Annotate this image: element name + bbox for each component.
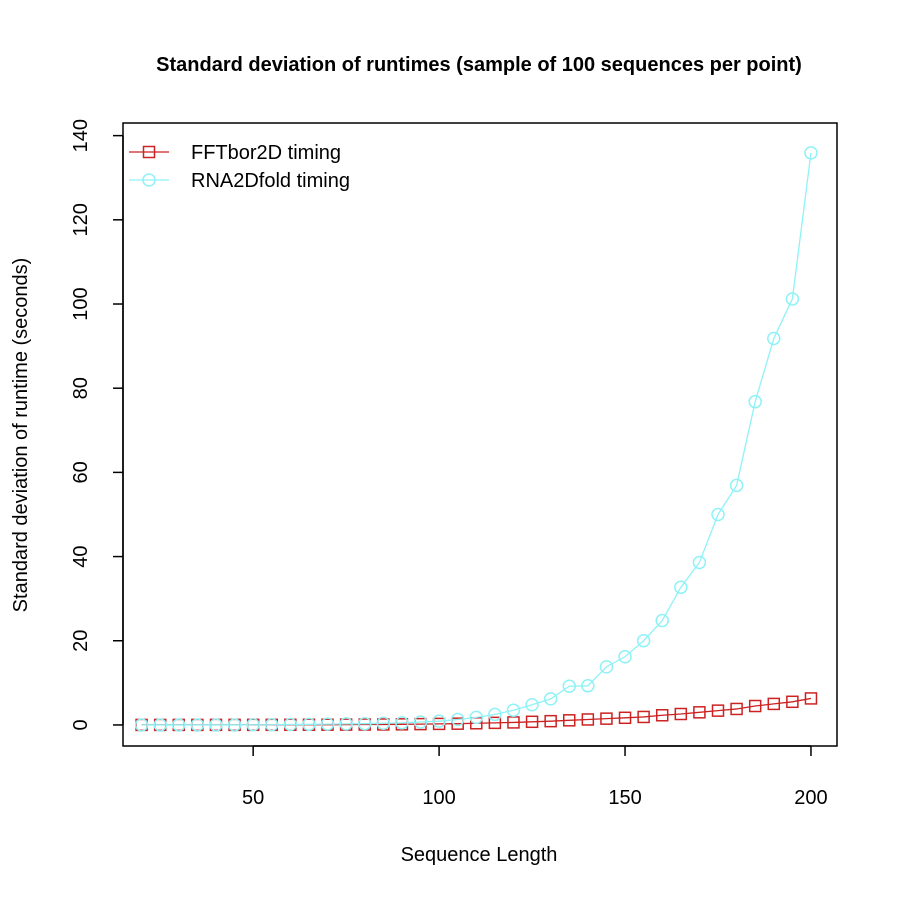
data-point: [804, 692, 818, 705]
data-point: [748, 394, 762, 409]
x-tick-label: 100: [422, 787, 455, 809]
data-point: [711, 507, 725, 522]
data-point: [544, 714, 557, 728]
data-point: [190, 718, 205, 732]
data-point: [172, 718, 186, 732]
data-point: [618, 650, 632, 664]
data-point: [320, 717, 335, 731]
data-point: [469, 710, 484, 725]
data-point: [450, 712, 465, 727]
y-axis-label: Standard deviation of runtime (seconds): [10, 258, 32, 613]
y-tick-label: 60: [70, 461, 92, 483]
y-tick-label: 0: [70, 719, 92, 730]
series-line: [141, 152, 812, 726]
data-point: [729, 478, 744, 493]
legend: FFTbor2D timing RNA2Dfold timing: [129, 142, 350, 192]
data-point: [153, 718, 167, 732]
x-tick-label: 200: [794, 787, 827, 809]
data-point: [562, 679, 576, 693]
data-point: [711, 704, 725, 717]
series-layer: [134, 146, 818, 732]
data-point: [655, 613, 669, 628]
y-tick-label: 80: [70, 377, 92, 399]
series-2: [134, 146, 818, 732]
data-point: [543, 692, 558, 706]
data-point: [767, 331, 781, 346]
y-tick-label: 40: [70, 545, 92, 567]
data-point: [376, 716, 391, 731]
data-point: [636, 634, 651, 648]
data-point: [227, 718, 242, 732]
y-tick-label: 120: [70, 203, 92, 236]
data-point: [506, 703, 521, 717]
data-point: [283, 717, 298, 732]
data-point: [488, 716, 502, 730]
y-tick-label: 20: [70, 630, 92, 652]
legend-entry: FFTbor2D timing: [129, 142, 341, 164]
y-axis: 0 20 40 60 80 100 120 140: [70, 119, 124, 731]
data-point: [265, 717, 279, 732]
data-point: [395, 716, 409, 730]
data-point: [785, 292, 800, 306]
data-point: [693, 706, 706, 719]
legend-label: FFTbor2D timing: [191, 142, 341, 164]
data-point: [339, 717, 353, 731]
data-point: [804, 146, 818, 160]
data-point: [488, 707, 502, 722]
x-axis: 50 100 150 200: [242, 745, 828, 809]
data-point: [581, 713, 595, 726]
data-point: [302, 717, 316, 732]
data-point: [748, 699, 762, 713]
x-tick-label: 150: [608, 787, 641, 809]
legend-marker: [142, 173, 156, 187]
data-point: [581, 679, 595, 693]
data-point: [786, 695, 799, 709]
data-point: [637, 710, 650, 724]
data-point: [674, 580, 688, 595]
data-point: [767, 697, 781, 711]
chart-title: Standard deviation of runtimes (sample o…: [156, 54, 802, 76]
data-point: [413, 715, 428, 729]
data-point: [655, 709, 669, 722]
data-point: [246, 717, 260, 732]
data-point: [674, 707, 688, 721]
data-point: [618, 711, 632, 725]
x-tick-label: 50: [242, 787, 264, 809]
legend-entry: RNA2Dfold timing: [129, 170, 350, 192]
data-point: [134, 718, 149, 732]
data-point: [600, 712, 613, 725]
data-point: [730, 702, 743, 716]
data-point: [209, 718, 223, 732]
data-point: [692, 555, 707, 570]
data-point: [525, 697, 539, 712]
data-point: [451, 717, 464, 730]
legend-marker: [142, 145, 156, 159]
data-point: [432, 714, 446, 728]
data-point: [525, 715, 539, 729]
data-point: [599, 660, 614, 674]
data-point: [563, 714, 576, 727]
data-point: [357, 716, 372, 731]
y-tick-label: 100: [70, 287, 92, 320]
x-axis-label: Sequence Length: [401, 844, 558, 866]
legend-label: RNA2Dfold timing: [191, 170, 350, 192]
y-tick-label: 140: [70, 119, 92, 152]
